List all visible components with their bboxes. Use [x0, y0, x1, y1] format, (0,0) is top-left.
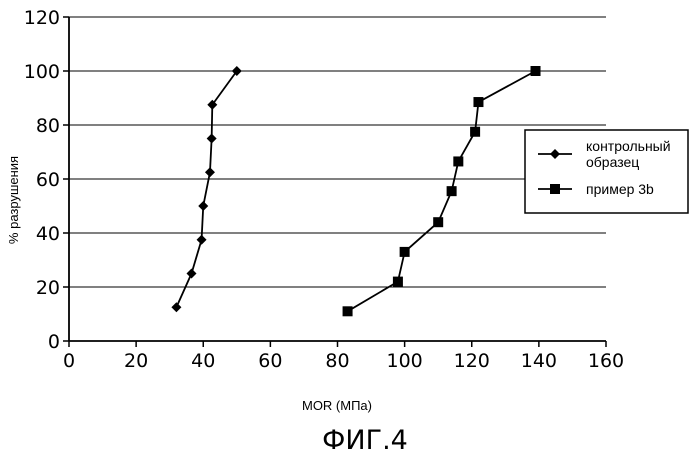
- legend: контрольныйобразецпример 3b: [525, 130, 688, 213]
- legend-label: пример 3b: [586, 181, 654, 197]
- y-tick-label: 120: [24, 7, 60, 29]
- series-line: [176, 71, 236, 307]
- x-tick-labels: 0 20 40 60 80 100 120 140 160: [63, 350, 624, 372]
- y-axis-title: % разрушения: [6, 156, 21, 244]
- x-tick-label: 140: [521, 350, 557, 372]
- figure-caption: ФИГ.4: [322, 425, 408, 456]
- series-layer: [171, 66, 540, 316]
- square-point: [470, 127, 480, 137]
- x-tick-label: 60: [258, 350, 282, 372]
- square-point: [473, 97, 483, 107]
- square-point: [447, 186, 457, 196]
- x-tick-label: 40: [191, 350, 215, 372]
- x-tick-label: 80: [325, 350, 349, 372]
- y-tick-label: 40: [36, 223, 60, 245]
- diamond-point: [198, 201, 208, 211]
- x-tick-label: 160: [588, 350, 624, 372]
- legend-square-icon: [550, 184, 560, 194]
- square-point: [343, 306, 353, 316]
- diamond-point: [207, 134, 217, 144]
- y-tick-label: 0: [48, 331, 60, 353]
- square-point: [400, 247, 410, 257]
- x-tick-label: 120: [454, 350, 490, 372]
- y-tick-label: 20: [36, 277, 60, 299]
- square-point: [453, 156, 463, 166]
- square-point: [393, 277, 403, 287]
- square-point: [531, 66, 541, 76]
- x-tick-label: 0: [63, 350, 75, 372]
- series-line: [348, 71, 536, 311]
- diamond-point: [205, 167, 215, 177]
- series-2: [343, 66, 541, 316]
- y-tick-labels: 0 20 40 60 80 100 120: [24, 7, 60, 353]
- y-tick-label: 60: [36, 169, 60, 191]
- x-tick-label: 100: [386, 350, 422, 372]
- x-axis-title: MOR (МПа): [302, 398, 372, 413]
- y-tick-label: 80: [36, 115, 60, 137]
- square-point: [433, 217, 443, 227]
- x-tick-label: 20: [124, 350, 148, 372]
- diamond-point: [171, 302, 181, 312]
- diamond-point: [197, 235, 207, 245]
- series-1: [171, 66, 241, 312]
- diamond-point: [187, 269, 197, 279]
- y-tick-label: 100: [24, 61, 60, 83]
